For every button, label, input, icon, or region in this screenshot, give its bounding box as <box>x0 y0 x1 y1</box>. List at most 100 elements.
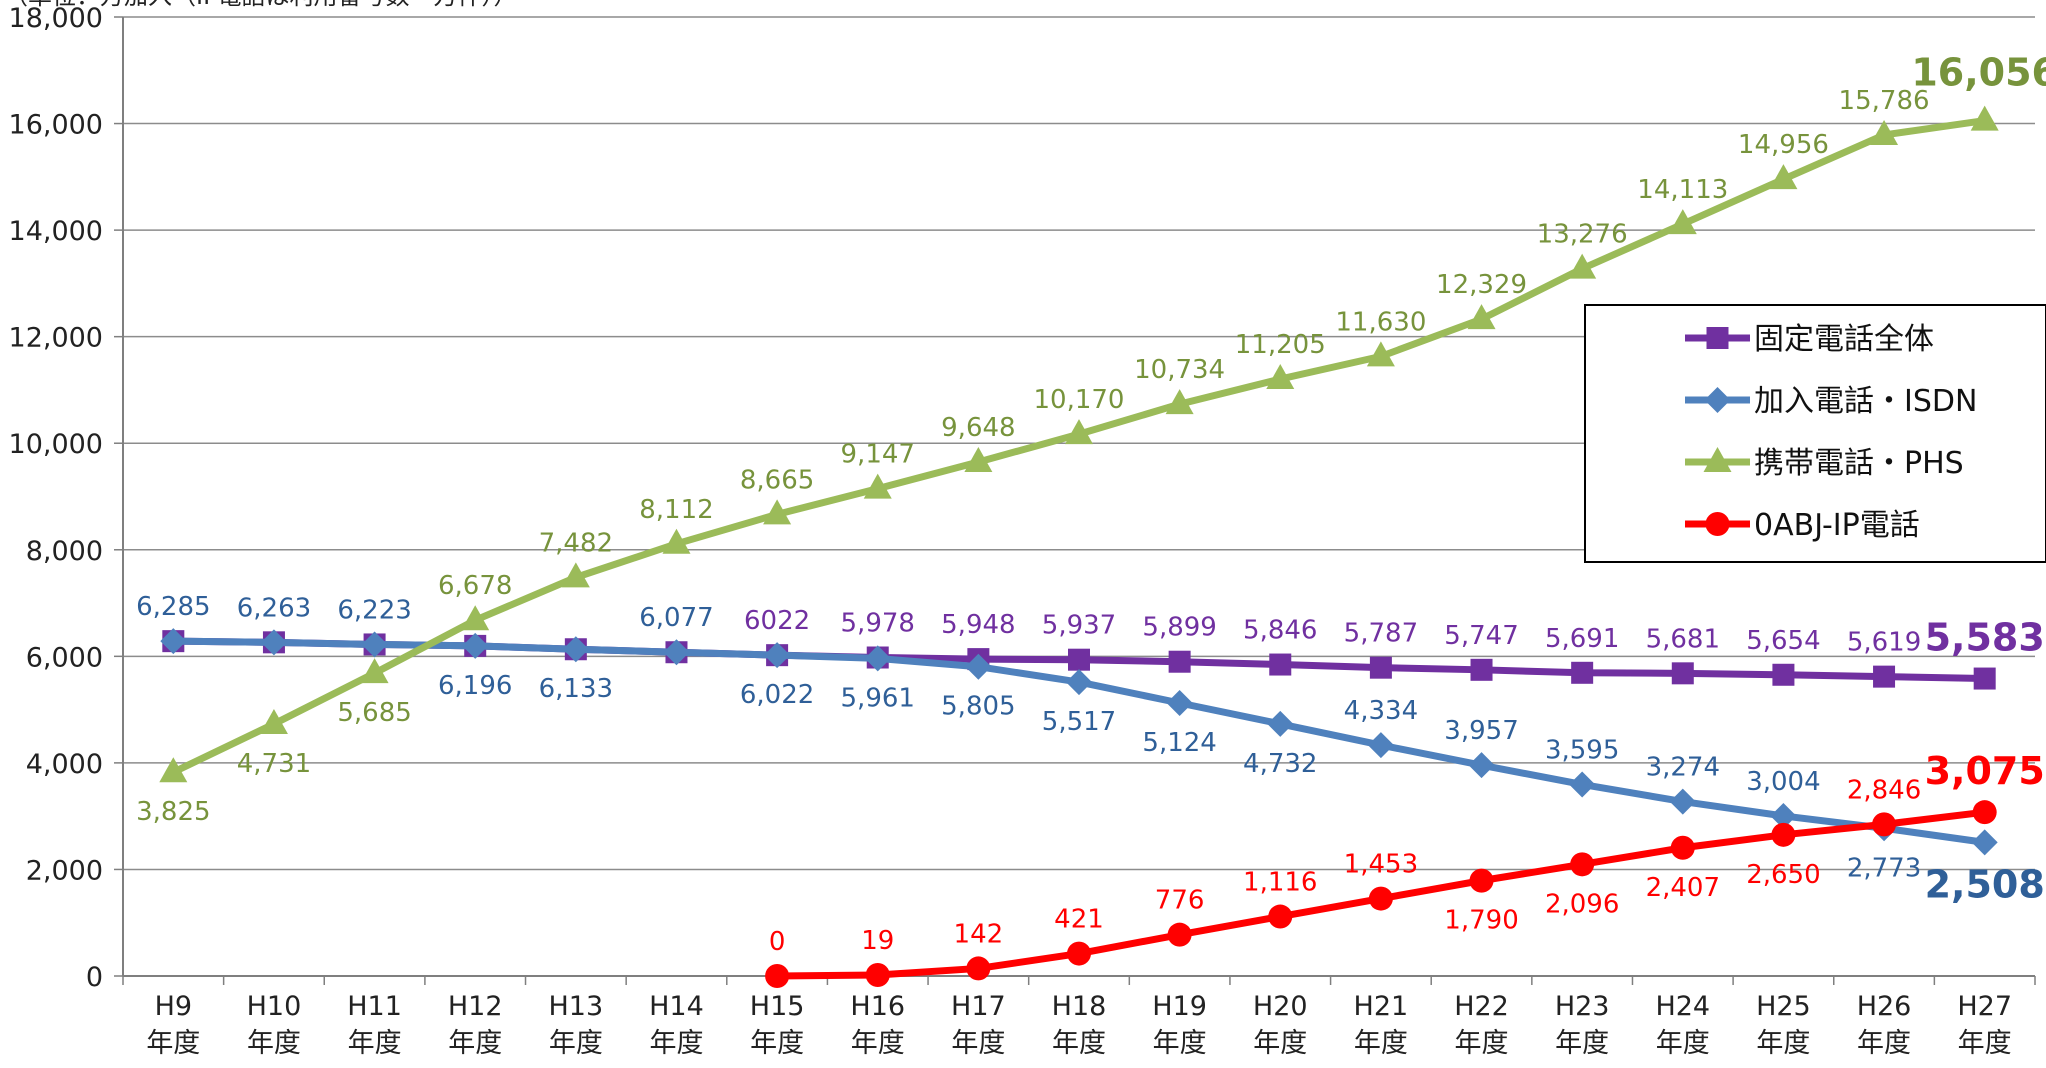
data-label: 5,805 <box>941 692 1015 722</box>
data-point <box>1870 119 1899 145</box>
data-label: 8,665 <box>740 465 814 495</box>
data-point <box>1569 771 1596 798</box>
x-tick-label: H11 <box>347 991 402 1022</box>
x-tick-label: H27 <box>1957 991 2012 1022</box>
x-tick-label: H23 <box>1555 991 1610 1022</box>
data-label: 10,734 <box>1134 355 1225 385</box>
data-point <box>360 658 389 684</box>
x-tick-label: H25 <box>1756 991 1811 1022</box>
data-point <box>1366 341 1395 367</box>
data-label: 3,825 <box>136 797 210 827</box>
data-label: 5,787 <box>1344 619 1418 649</box>
data-label: 5,937 <box>1042 611 1116 641</box>
series-3 <box>159 105 1999 783</box>
x-tick-label-sub: 年度 <box>649 1028 703 1059</box>
data-point <box>1168 650 1191 673</box>
data-label: 421 <box>1054 905 1104 935</box>
data-point <box>1570 852 1595 877</box>
data-label: 10,170 <box>1034 385 1125 415</box>
x-tick-label-sub: 年度 <box>750 1028 804 1059</box>
x-tick-label-sub: 年度 <box>448 1028 502 1059</box>
data-point <box>1668 209 1697 235</box>
y-tick-label: 10,000 <box>9 429 103 460</box>
data-label: 4,732 <box>1243 749 1317 779</box>
y-tick-label: 2,000 <box>26 855 103 886</box>
data-point <box>260 629 287 656</box>
data-point <box>561 562 590 588</box>
data-label: 6,022 <box>740 680 814 710</box>
data-label: 776 <box>1155 886 1205 916</box>
data-point <box>1167 922 1192 947</box>
data-point <box>1066 669 1092 696</box>
data-label: 8,112 <box>639 495 713 525</box>
data-label: 2,650 <box>1746 860 1820 890</box>
data-point <box>461 605 490 631</box>
data-point <box>159 757 188 783</box>
data-point <box>1770 802 1797 829</box>
data-point <box>1267 710 1294 737</box>
data-label: 5,948 <box>941 610 1015 640</box>
x-tick-label-sub: 年度 <box>146 1028 200 1059</box>
data-point <box>1671 662 1694 685</box>
data-point <box>966 956 991 981</box>
legend-label: 加入電話・ISDN <box>1754 384 1977 419</box>
x-tick-label-sub: 年度 <box>951 1028 1005 1059</box>
data-label: 5,899 <box>1142 613 1216 643</box>
data-point <box>1973 667 1996 690</box>
data-label: 2,773 <box>1847 853 1921 883</box>
x-tick-label: H10 <box>247 991 302 1022</box>
data-label: 3,274 <box>1646 753 1720 783</box>
data-point <box>763 499 792 525</box>
data-point <box>562 636 589 663</box>
data-label: 5,619 <box>1847 628 1921 658</box>
x-tick-label: H24 <box>1655 991 1710 1022</box>
data-point <box>1467 304 1496 330</box>
data-point <box>462 632 489 659</box>
data-labels: 6022 5,978 5,948 5,937 5,899 5,846 5,787 5,747 5… <box>136 51 2046 957</box>
data-label: 19 <box>861 926 894 956</box>
x-tick-label: H20 <box>1253 991 1308 1022</box>
x-tick-label-sub: 年度 <box>1052 1028 1106 1059</box>
data-label: 2,846 <box>1847 775 1921 805</box>
data-point <box>361 631 388 658</box>
data-point <box>1972 800 1997 825</box>
x-tick-label-sub: 年度 <box>1253 1028 1307 1059</box>
data-label: 15,786 <box>1839 86 1930 116</box>
data-label: 6,077 <box>639 603 713 633</box>
x-tick-label: H19 <box>1152 991 1207 1022</box>
y-tick-label: 16,000 <box>9 110 103 141</box>
x-tick-label-sub: 年度 <box>1756 1028 1810 1059</box>
data-label: 4,731 <box>237 749 311 779</box>
data-point <box>965 653 992 680</box>
data-label: 3,075 <box>1925 749 2045 793</box>
x-tick-label-sub: 年度 <box>1656 1028 1710 1059</box>
y-tick-label: 14,000 <box>9 216 103 247</box>
data-point <box>259 708 288 734</box>
y-tick-label: 4,000 <box>26 749 103 780</box>
data-point <box>1571 661 1594 684</box>
data-label: 5,846 <box>1243 616 1317 646</box>
legend-label: 固定電話全体 <box>1754 322 1934 357</box>
data-label: 2,407 <box>1646 873 1720 903</box>
data-point <box>1269 653 1292 676</box>
data-point <box>1266 364 1295 390</box>
data-label: 13,276 <box>1537 220 1628 250</box>
data-point <box>1068 648 1090 671</box>
data-label: 3,004 <box>1746 767 1820 797</box>
data-point <box>1468 752 1495 779</box>
series-4 <box>765 800 1997 988</box>
data-point <box>863 473 892 499</box>
data-point <box>663 639 690 666</box>
data-label: 9,147 <box>841 440 915 470</box>
data-point <box>1872 812 1897 837</box>
unit-label: （単位：万加入（IP電話は利用番号数・万件）） <box>4 0 518 10</box>
data-label: 5,654 <box>1746 626 1820 656</box>
x-tick-label-sub: 年度 <box>348 1028 402 1059</box>
x-tick-label-sub: 年度 <box>1153 1028 1207 1059</box>
data-label: 6,196 <box>438 671 512 701</box>
data-label: 14,956 <box>1738 130 1829 160</box>
data-point <box>765 964 790 988</box>
